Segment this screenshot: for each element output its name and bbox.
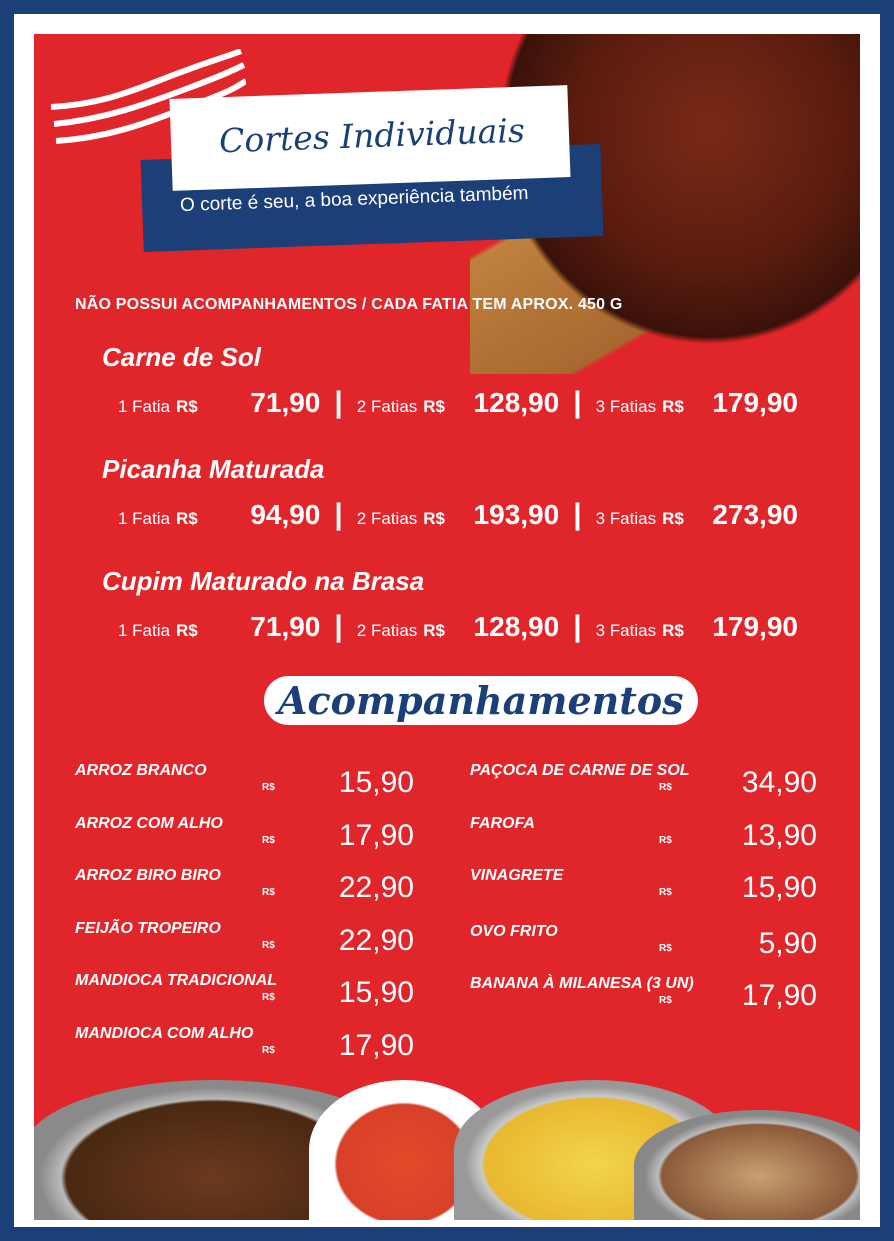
price-value: 128,90 [473,387,560,418]
side-price: 15,90 [741,871,817,904]
cuts-note: NÃO POSSUI ACOMPANHAMENTOS / CADA FATIA … [75,296,623,313]
price-option: 3 Fatias R$ 273,90 [596,499,798,531]
side-price: 15,90 [338,766,414,799]
sides-title: Acompanhamentos [264,676,698,725]
price-separator: | [573,610,582,643]
quantity-label: 2 Fatias [356,397,418,416]
price-separator: | [334,498,343,531]
tropeiro-photo [634,1110,860,1220]
currency-label: R$ [262,939,275,951]
price-value: 179,90 [712,611,798,642]
currency-label: R$ [423,509,446,528]
quantity-label: 1 Fatia [118,621,170,640]
side-name: PAÇOCA DE CARNE DE SOL [470,762,690,779]
quantity-label: 3 Fatias [595,509,657,528]
price-option: 2 Fatias R$ 193,90 [357,499,559,531]
price-value: 193,90 [473,499,560,530]
quantity-label: 1 Fatia [118,509,170,528]
price-separator: | [334,610,343,643]
price-option: 3 Fatias R$ 179,90 [596,611,798,643]
currency-label: R$ [262,992,275,1003]
side-price: 15,90 [338,976,414,1009]
quantity-label: 2 Fatias [356,509,418,528]
currency-label: R$ [175,397,198,416]
currency-label: R$ [659,942,672,954]
currency-label: R$ [659,834,672,846]
cut-name: Picanha Maturada [102,454,325,484]
side-name: ARROZ COM ALHO [75,814,223,832]
side-name: OVO FRITO [470,922,558,940]
price-option: 1 Fatia R$ 94,90 [118,499,320,531]
price-value: 273,90 [712,499,798,530]
side-name: VINAGRETE [470,867,564,884]
side-price: 5,90 [758,926,817,960]
price-value: 94,90 [250,499,321,530]
side-price: 34,90 [741,766,817,799]
side-name: FAROFA [470,814,535,832]
currency-label: R$ [659,995,672,1006]
currency-label: R$ [662,397,684,416]
side-price: 22,90 [338,871,414,904]
cut-name: Carne de Sol [102,342,261,372]
price-option: 2 Fatias R$ 128,90 [357,611,559,643]
price-option: 3 Fatias R$ 179,90 [596,387,798,419]
price-separator: | [573,498,582,531]
currency-label: R$ [262,887,275,898]
currency-label: R$ [423,621,446,640]
price-option: 2 Fatias R$ 128,90 [357,387,559,419]
currency-label: R$ [262,782,275,793]
side-name: MANDIOCA TRADICIONAL [75,972,278,989]
side-price: 17,90 [338,1028,414,1062]
currency-label: R$ [175,509,198,528]
side-name: FEIJÃO TROPEIRO [75,919,221,937]
cut-prices: 1 Fatia R$ 71,90 | 2 Fatias R$ 128,90 | 3 Fatias… [118,610,798,644]
side-name: ARROZ BIRO BIRO [75,867,221,884]
price-value: 71,90 [250,611,321,642]
menu-page: Cortes Individuais O corte é seu, a boa … [34,34,860,1220]
quantity-label: 3 Fatias [595,397,657,416]
cut-name: Cupim Maturado na Brasa [102,566,425,596]
price-separator: | [334,386,343,419]
side-price: 22,90 [338,923,414,957]
quantity-label: 3 Fatias [595,621,657,640]
currency-label: R$ [662,621,684,640]
side-name: ARROZ BRANCO [75,762,207,779]
side-price: 13,90 [741,818,817,852]
currency-label: R$ [423,397,446,416]
currency-label: R$ [262,1044,275,1056]
currency-label: R$ [175,621,198,640]
side-price: 17,90 [741,979,817,1012]
cut-prices: 1 Fatia R$ 71,90 | 2 Fatias R$ 128,90 | 3 Fatias… [118,386,798,420]
currency-label: R$ [659,782,672,793]
currency-label: R$ [659,887,672,898]
side-name: BANANA À MILANESA (3 UN) [470,975,694,992]
price-option: 1 Fatia R$ 71,90 [118,611,320,643]
currency-label: R$ [662,509,684,528]
price-option: 1 Fatia R$ 71,90 [118,387,320,419]
price-value: 128,90 [473,611,560,642]
price-separator: | [573,386,582,419]
price-value: 71,90 [250,387,321,418]
side-price: 17,90 [338,818,414,852]
currency-label: R$ [262,834,275,846]
quantity-label: 1 Fatia [118,397,170,416]
price-value: 179,90 [712,387,798,418]
quantity-label: 2 Fatias [356,621,418,640]
side-name: MANDIOCA COM ALHO [75,1024,254,1042]
cut-prices: 1 Fatia R$ 94,90 | 2 Fatias R$ 193,90 | 3 Fatias… [118,498,798,532]
